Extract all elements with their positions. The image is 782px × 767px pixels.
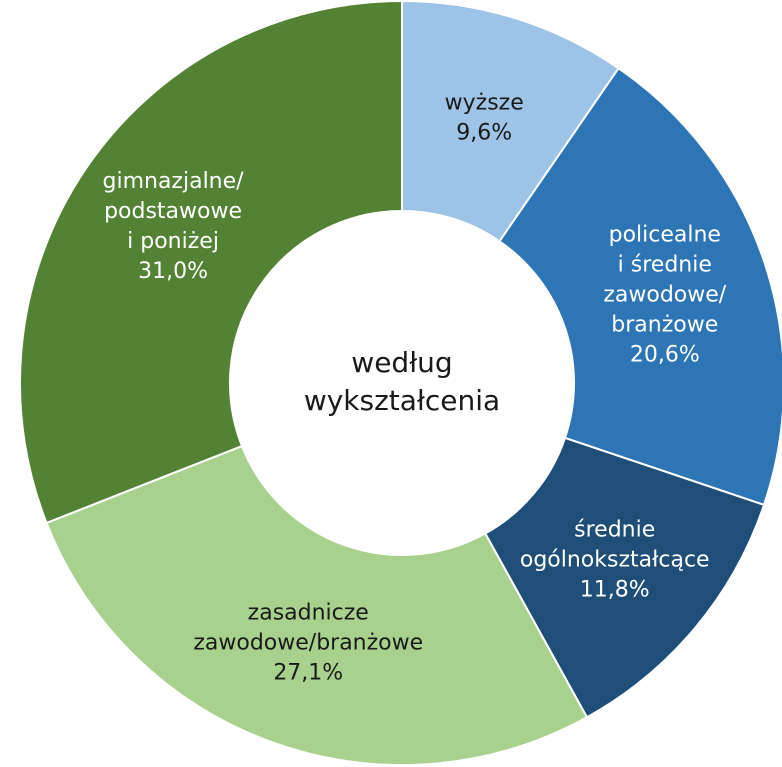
text-line: wykształcenia	[304, 384, 500, 417]
value-label: 31,0%	[138, 259, 208, 284]
text-line: branżowe	[611, 312, 718, 337]
text-line: zawodowe/	[603, 282, 726, 307]
slice	[498, 66, 782, 507]
value-label: 11,8%	[580, 577, 650, 602]
category-label: średnie ogólnokształcące	[520, 517, 710, 572]
text-line: podstawowe	[104, 199, 242, 224]
value-label: 9,6%	[456, 120, 512, 145]
slice	[45, 444, 589, 766]
slice	[401, 0, 620, 243]
slice	[19, 0, 403, 525]
text-line: policealne	[609, 222, 721, 247]
text-line: i poniżej	[127, 229, 219, 254]
category-label: zasadnicze zawodowe/branżowe	[193, 601, 423, 656]
text-line: gimnazjalne/	[103, 169, 245, 194]
text-line: zawodowe/branżowe	[193, 631, 423, 656]
category-label: gimnazjalne/podstawowe i poniżej	[103, 169, 245, 254]
slice	[483, 436, 766, 719]
text-line: zasadnicze	[248, 601, 369, 626]
slices	[19, 0, 782, 766]
text-line: według	[351, 346, 452, 379]
category-label: wyższe	[445, 90, 524, 115]
value-label: 27,1%	[273, 661, 343, 686]
category-label: policealne i średnie zawodowe/branżowe	[603, 222, 726, 337]
text-line: wyższe	[445, 90, 524, 115]
chart-title: według wykształcenia	[304, 346, 500, 417]
text-line: średnie	[574, 517, 655, 542]
text-line: ogólnokształcące	[520, 547, 710, 572]
text-line: i średnie	[618, 252, 712, 277]
value-label: 20,6%	[630, 342, 700, 367]
